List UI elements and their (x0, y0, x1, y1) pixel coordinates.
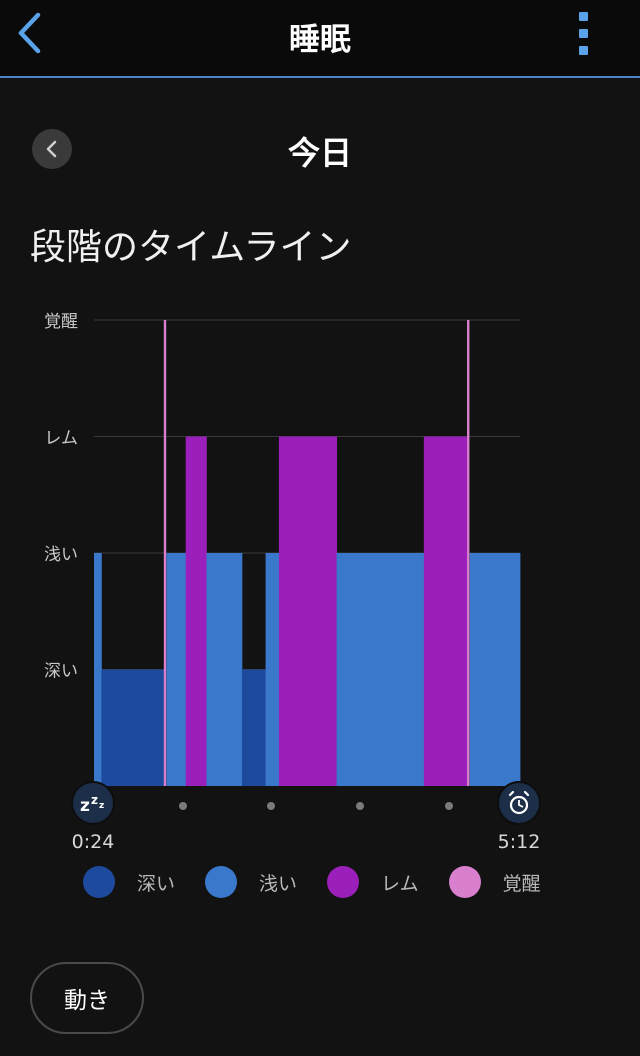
stage-segment (241, 669, 266, 786)
y-tick-label: 覚醒 (44, 312, 78, 332)
y-tick-label: レム (44, 429, 78, 449)
x-tick-dot (445, 802, 453, 810)
legend-item: 覚醒 (448, 866, 541, 898)
menu-dot (579, 12, 588, 21)
stage-segment (185, 436, 207, 786)
legend-label: 深い (137, 872, 176, 895)
x-tick-dot (356, 802, 364, 810)
chart-legend: 深い 浅い レム 覚醒 (83, 866, 571, 898)
x-tick-dot (179, 802, 187, 810)
previous-day-button[interactable] (32, 129, 72, 169)
legend-item: レム (327, 866, 419, 898)
chevron-left-icon (46, 140, 57, 158)
legend-label: 浅い (259, 872, 298, 895)
date-title: 今日 (287, 134, 352, 172)
legend-swatch (205, 866, 238, 898)
x-start-label: 0:24 (72, 831, 115, 853)
chart-x-axis: z z z 0:24 5:12 (71, 781, 541, 853)
legend-swatch (327, 866, 360, 898)
legend-swatch (448, 866, 481, 898)
stage-segment (278, 436, 337, 786)
svg-text:z: z (80, 796, 90, 816)
top-bar: 睡眠 (0, 0, 640, 78)
legend-label: 覚醒 (502, 872, 541, 895)
stage-segment (206, 553, 243, 786)
stage-segment (469, 553, 521, 786)
x-tick-dot (267, 802, 275, 810)
svg-text:z: z (99, 801, 104, 811)
stage-segment (265, 553, 280, 786)
kebab-menu-button[interactable] (572, 12, 596, 56)
legend-item: 深い (83, 866, 175, 898)
page-title: 睡眠 (289, 22, 351, 58)
svg-text:z: z (91, 793, 98, 807)
chart-bars (94, 320, 521, 786)
legend-swatch (83, 866, 115, 898)
menu-dot (579, 29, 588, 38)
chevron-left-icon (18, 12, 41, 54)
stage-segment (336, 553, 425, 786)
y-tick-label: 浅い (44, 545, 78, 565)
alarm-clock-icon (497, 781, 541, 825)
x-end-label: 5:12 (498, 831, 541, 853)
legend-item: 浅い (205, 866, 297, 898)
stage-segment (101, 669, 164, 786)
stage-segment (423, 436, 468, 786)
sleep-stage-chart: 深い 浅い レム 覚醒 z z z 0:24 5:12 (44, 312, 541, 853)
stage-segment-awake (163, 320, 167, 786)
section-title: 段階のタイムライン (30, 227, 352, 268)
stage-segment (94, 553, 102, 786)
stage-segment (166, 553, 187, 786)
y-tick-label: 深い (44, 662, 78, 682)
menu-dot (579, 46, 588, 55)
motion-button[interactable]: 動き (30, 962, 144, 1034)
legend-label: レム (381, 872, 419, 895)
back-button[interactable] (12, 10, 52, 56)
stage-segment-awake (467, 320, 470, 786)
